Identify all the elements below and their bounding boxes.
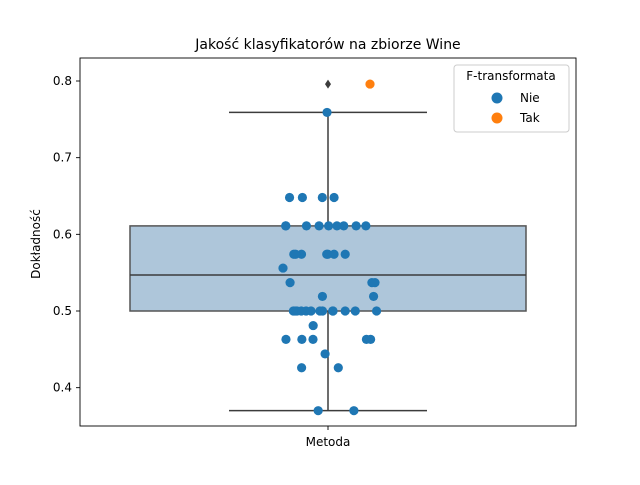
plot-area bbox=[129, 79, 527, 416]
data-point-nie bbox=[322, 107, 332, 118]
data-point-nie bbox=[332, 221, 342, 231]
data-point-nie bbox=[296, 306, 306, 316]
box-iqr bbox=[129, 225, 527, 312]
data-point-nie bbox=[351, 221, 361, 231]
data-point-nie bbox=[297, 334, 307, 344]
data-point-nie bbox=[281, 221, 291, 231]
data-point-nie bbox=[320, 349, 330, 359]
data-point-nie bbox=[306, 306, 316, 316]
data-point-nie bbox=[297, 192, 307, 203]
data-point-nie bbox=[317, 192, 327, 203]
legend-label-tak: Tak bbox=[519, 111, 540, 125]
data-point-nie bbox=[361, 334, 372, 344]
data-point-nie bbox=[285, 278, 295, 288]
data-point-nie bbox=[313, 406, 323, 416]
legend-label-nie: Nie bbox=[520, 91, 540, 105]
y-tick-label: 0.6 bbox=[53, 227, 72, 241]
data-point-nie bbox=[281, 334, 291, 344]
chart-title: Jakość klasyfikatorów na zbiorze Wine bbox=[194, 37, 460, 53]
data-point-nie bbox=[284, 192, 295, 203]
data-point-tak bbox=[365, 79, 375, 89]
data-point-nie bbox=[297, 363, 307, 373]
data-point-nie bbox=[308, 320, 318, 331]
data-point-nie bbox=[278, 263, 288, 273]
data-point-nie bbox=[322, 249, 332, 259]
y-tick-label: 0.8 bbox=[53, 74, 72, 88]
data-point-nie bbox=[339, 221, 349, 231]
data-point-nie bbox=[308, 334, 318, 344]
legend-marker-tak bbox=[491, 112, 503, 124]
data-point-nie bbox=[317, 291, 328, 302]
data-point-nie bbox=[371, 306, 382, 316]
data-point-nie bbox=[328, 306, 338, 316]
legend-title: F-transformata bbox=[466, 69, 555, 83]
y-tick-label: 0.7 bbox=[53, 151, 72, 165]
data-point-nie bbox=[350, 306, 360, 316]
data-point-nie bbox=[368, 291, 379, 302]
y-tick-label: 0.4 bbox=[53, 381, 72, 395]
data-point-nie bbox=[329, 249, 339, 259]
x-tick-label: Metoda bbox=[306, 435, 351, 449]
data-point-nie bbox=[340, 249, 350, 259]
data-point-nie bbox=[349, 406, 359, 416]
legend: F-transformata Nie Tak bbox=[453, 64, 570, 133]
data-point-nie bbox=[333, 363, 343, 373]
data-point-nie bbox=[329, 192, 339, 203]
data-point-nie bbox=[370, 278, 380, 288]
legend-marker-nie bbox=[491, 92, 503, 104]
data-point-nie bbox=[301, 221, 312, 231]
data-point-nie bbox=[340, 306, 350, 316]
outlier-marker bbox=[325, 79, 331, 89]
data-point-nie bbox=[288, 306, 298, 316]
axes: 0.4 0.5 0.6 0.7 0.8 Metoda bbox=[53, 74, 350, 449]
data-point-nie bbox=[361, 221, 371, 231]
data-point-nie bbox=[317, 306, 328, 316]
data-point-nie bbox=[291, 249, 301, 259]
y-axis-label: Dokładność bbox=[29, 209, 43, 279]
data-point-nie bbox=[324, 221, 334, 231]
y-tick-label: 0.5 bbox=[53, 304, 72, 318]
data-point-nie bbox=[314, 221, 324, 231]
legend-frame bbox=[453, 64, 570, 133]
